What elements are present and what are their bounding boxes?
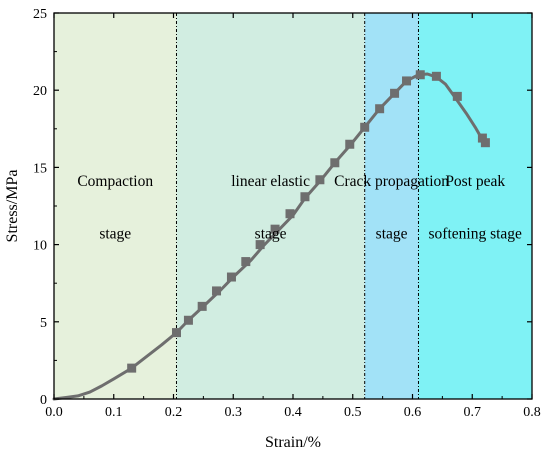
x-axis-title: Strain/% [265, 434, 321, 451]
data-point-marker [212, 286, 222, 296]
x-tick-label: 0.0 [45, 405, 63, 420]
data-point-marker [330, 158, 340, 168]
stage-region-4 [418, 13, 532, 399]
data-point-marker [452, 91, 462, 101]
data-point-marker [127, 363, 137, 373]
data-point-marker [415, 70, 425, 80]
stage-label-4-line-1: Post peak [445, 173, 505, 190]
data-point-marker [315, 175, 325, 185]
data-point-marker [360, 122, 370, 132]
data-point-marker [285, 209, 295, 219]
stage-label-4-line-2: softening stage [429, 225, 523, 242]
stage-label-2-line-2: stage [255, 225, 287, 242]
stage-label-1-line-1: Compaction [77, 173, 153, 190]
x-tick-label: 0.2 [165, 405, 183, 420]
y-tick-label: 0 [40, 393, 47, 408]
data-point-marker [197, 301, 207, 311]
x-tick-label: 0.1 [105, 405, 123, 420]
stage-region-2 [176, 13, 365, 399]
data-point-marker [226, 272, 236, 282]
data-series [52, 70, 490, 401]
stage-region-3 [364, 13, 419, 399]
stage-region-1 [54, 13, 177, 399]
data-point-marker [480, 138, 490, 148]
x-tick-label: 0.6 [404, 405, 422, 420]
data-point-marker [390, 88, 400, 98]
data-point-marker [241, 257, 251, 267]
x-tick-label: 0.7 [464, 405, 482, 420]
data-point-marker [183, 315, 193, 325]
x-tick-label: 0.5 [344, 405, 362, 420]
stage-label-2-line-1: linear elastic [231, 173, 310, 190]
axes: 0.0 0.1 0.2 0.3 0.4 0.5 0.6 0.7 0.8 0 5 10 15 20 25 [33, 7, 541, 420]
stage-label-3-line-1: Crack propagation [334, 173, 449, 190]
data-point-marker [402, 76, 412, 86]
y-tick-label: 20 [33, 84, 47, 99]
x-tick-label: 0.3 [225, 405, 243, 420]
stage-label-3-line-2: stage [376, 225, 408, 242]
data-point-marker [345, 139, 355, 149]
data-point-marker [477, 133, 487, 143]
y-tick-label: 5 [40, 316, 47, 331]
stage-labels: Compaction stage linear elastic stage Crack … [77, 173, 522, 242]
y-tick-label: 15 [33, 161, 47, 176]
x-tick-label: 0.4 [284, 405, 302, 420]
data-point-marker [255, 240, 265, 250]
y-tick-label: 25 [33, 7, 47, 22]
stage-regions [54, 13, 532, 399]
data-point-marker [171, 328, 181, 338]
data-point-marker [270, 224, 280, 234]
y-axis-title: Stress/MPa [4, 170, 21, 243]
x-tick-label: 0.8 [523, 405, 541, 420]
data-point-marker [300, 192, 310, 202]
data-point-marker [431, 71, 441, 81]
y-tick-label: 10 [33, 239, 47, 254]
stage-label-1-line-2: stage [99, 225, 131, 242]
data-point-marker [375, 104, 385, 114]
